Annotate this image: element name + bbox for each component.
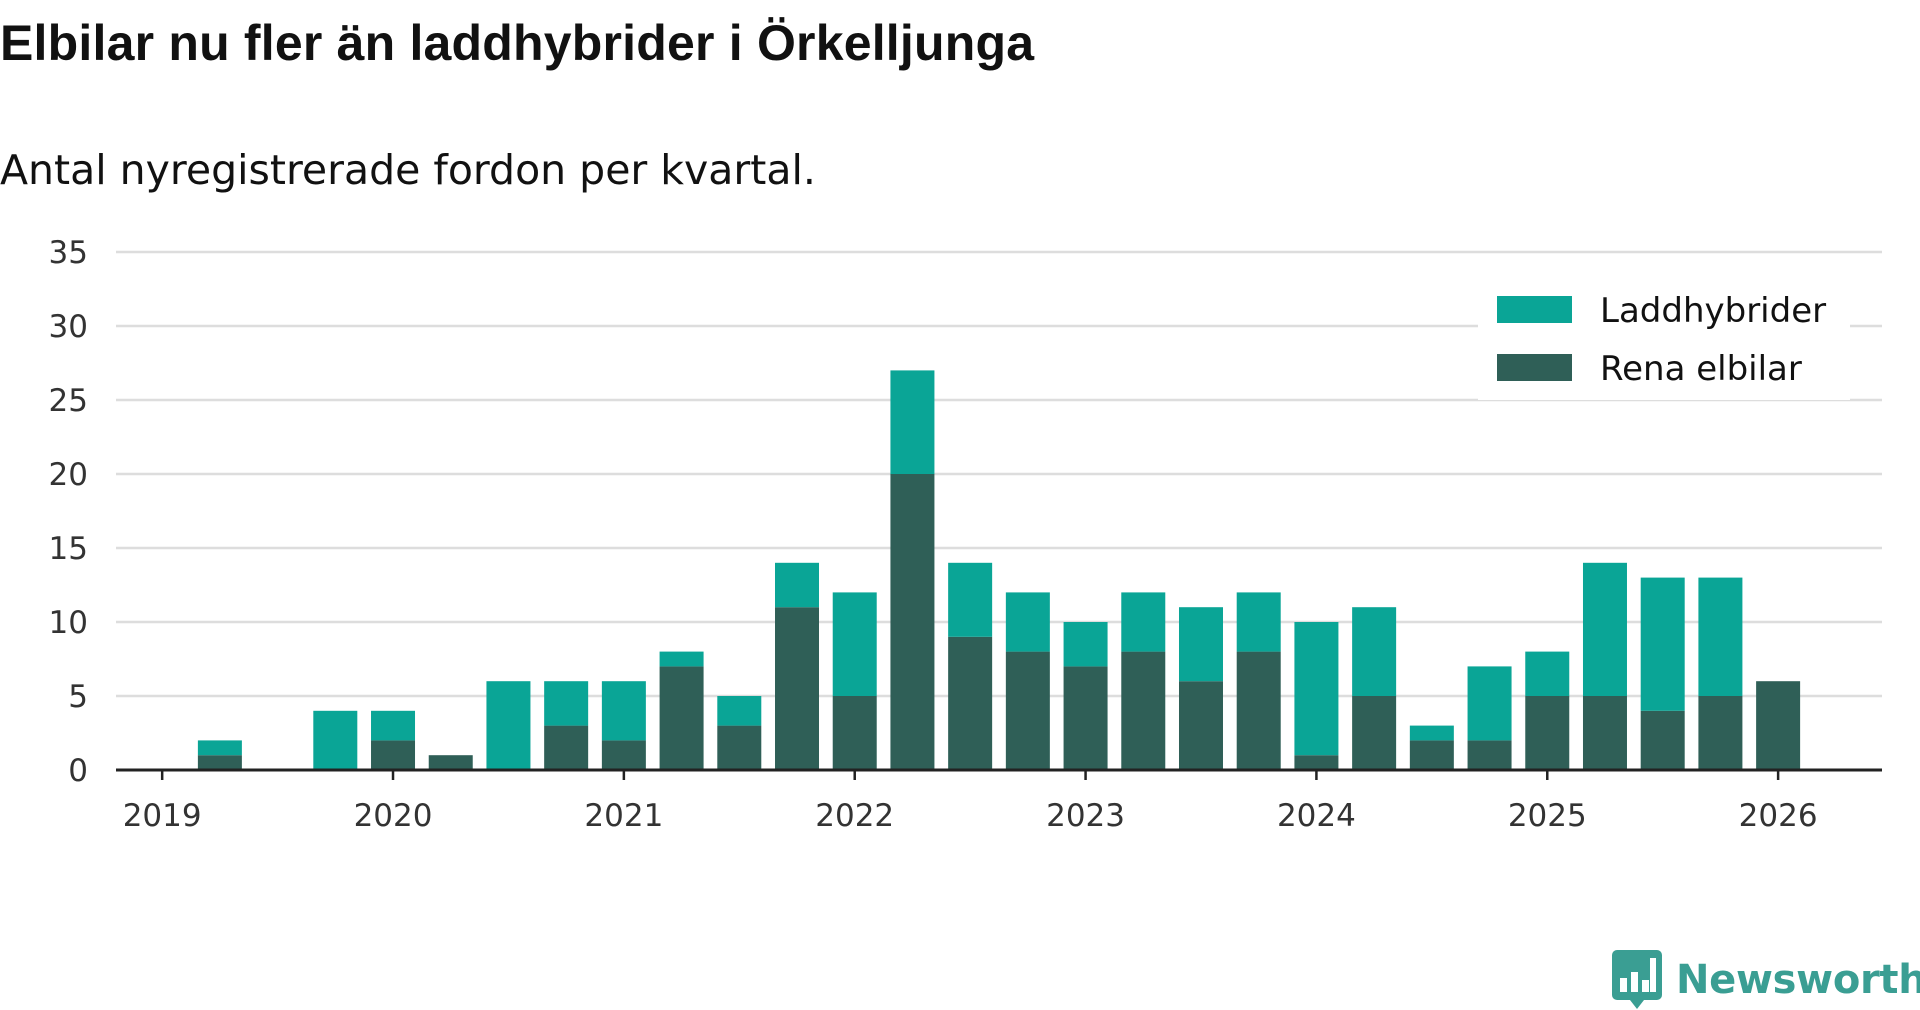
legend-label-1: Rena elbilar — [1600, 349, 1802, 389]
bar-laddhybrider-24 — [1525, 651, 1570, 696]
bar-laddhybrider-19 — [1236, 592, 1281, 652]
bar-elbilar-23 — [1467, 740, 1512, 770]
bars-layer — [197, 370, 1801, 770]
x-tick-label-2022: 2022 — [815, 798, 894, 834]
y-tick-label-25: 25 — [49, 383, 88, 419]
bar-laddhybrider-18 — [1178, 607, 1223, 682]
bar-laddhybrider-9 — [659, 651, 704, 667]
bar-laddhybrider-22 — [1409, 725, 1454, 741]
bar-laddhybrider-25 — [1582, 562, 1627, 696]
bar-elbilar-19 — [1236, 651, 1281, 770]
bar-elbilar-18 — [1178, 681, 1223, 770]
bar-elbilar-7 — [544, 725, 589, 770]
bar-elbilar-26 — [1640, 710, 1685, 770]
bar-elbilar-21 — [1352, 696, 1397, 770]
legend: Laddhybrider Rena elbilar — [1478, 282, 1850, 400]
x-tick-label-2020: 2020 — [354, 798, 433, 834]
y-tick-label-15: 15 — [49, 531, 88, 567]
y-tick-label-35: 35 — [49, 235, 88, 271]
x-tick-label-2025: 2025 — [1508, 798, 1587, 834]
x-tick-label-2026: 2026 — [1739, 798, 1818, 834]
bar-laddhybrider-26 — [1640, 577, 1685, 711]
bar-laddhybrider-16 — [1063, 622, 1108, 667]
bar-elbilar-11 — [775, 607, 820, 770]
bar-laddhybrider-20 — [1294, 622, 1339, 756]
logo-text: Newsworthy — [1676, 957, 1920, 1003]
x-tick-label-2024: 2024 — [1277, 798, 1356, 834]
bar-laddhybrider-3 — [313, 710, 358, 770]
bar-laddhybrider-8 — [601, 681, 646, 741]
bar-laddhybrider-17 — [1121, 592, 1166, 652]
x-tick-label-2021: 2021 — [584, 798, 663, 834]
y-tick-label-10: 10 — [49, 605, 88, 641]
bar-elbilar-10 — [717, 725, 762, 770]
legend-swatch-0 — [1497, 296, 1572, 323]
bar-elbilar-28 — [1756, 681, 1801, 770]
bar-elbilar-27 — [1698, 696, 1743, 770]
bar-elbilar-22 — [1409, 740, 1454, 770]
bar-laddhybrider-6 — [486, 681, 531, 770]
bar-laddhybrider-13 — [890, 370, 935, 474]
bar-laddhybrider-23 — [1467, 666, 1512, 741]
bar-elbilar-16 — [1063, 666, 1108, 770]
y-tick-label-0: 0 — [68, 753, 88, 789]
x-tick-label-2023: 2023 — [1046, 798, 1125, 834]
bar-elbilar-14 — [948, 636, 993, 770]
bar-elbilar-24 — [1525, 696, 1570, 770]
bar-elbilar-25 — [1582, 696, 1627, 770]
bar-laddhybrider-15 — [1005, 592, 1050, 652]
bar-elbilar-13 — [890, 474, 935, 770]
bar-laddhybrider-11 — [775, 562, 820, 608]
chart-title: Elbilar nu fler än laddhybrider i Örkell… — [0, 15, 1035, 71]
bar-laddhybrider-7 — [544, 681, 589, 726]
bar-laddhybrider-10 — [717, 696, 762, 726]
y-tick-label-20: 20 — [49, 457, 88, 493]
bar-laddhybrider-12 — [832, 592, 877, 696]
y-tick-label-30: 30 — [49, 309, 88, 345]
bar-laddhybrider-14 — [948, 562, 993, 637]
chart-subtitle: Antal nyregistrerade fordon per kvartal. — [0, 146, 816, 194]
bar-elbilar-9 — [659, 666, 704, 770]
bar-laddhybrider-4 — [371, 710, 416, 741]
bar-elbilar-20 — [1294, 755, 1339, 770]
bar-laddhybrider-1 — [197, 740, 242, 756]
bar-elbilar-17 — [1121, 651, 1166, 770]
bar-elbilar-12 — [832, 696, 877, 770]
newsworthy-logo-icon — [1612, 950, 1662, 1009]
bar-laddhybrider-27 — [1698, 577, 1743, 696]
bar-elbilar-8 — [601, 740, 646, 770]
bar-elbilar-1 — [197, 755, 242, 770]
legend-swatch-1 — [1497, 354, 1572, 381]
y-tick-label-5: 5 — [68, 679, 88, 715]
legend-label-0: Laddhybrider — [1600, 291, 1826, 331]
newsworthy-logo: Newsworthy — [1612, 950, 1920, 1010]
bar-elbilar-5 — [428, 755, 473, 770]
bar-elbilar-4 — [371, 740, 416, 770]
bar-elbilar-15 — [1005, 651, 1050, 770]
bar-laddhybrider-21 — [1352, 607, 1397, 696]
x-tick-label-2019: 2019 — [123, 798, 202, 834]
